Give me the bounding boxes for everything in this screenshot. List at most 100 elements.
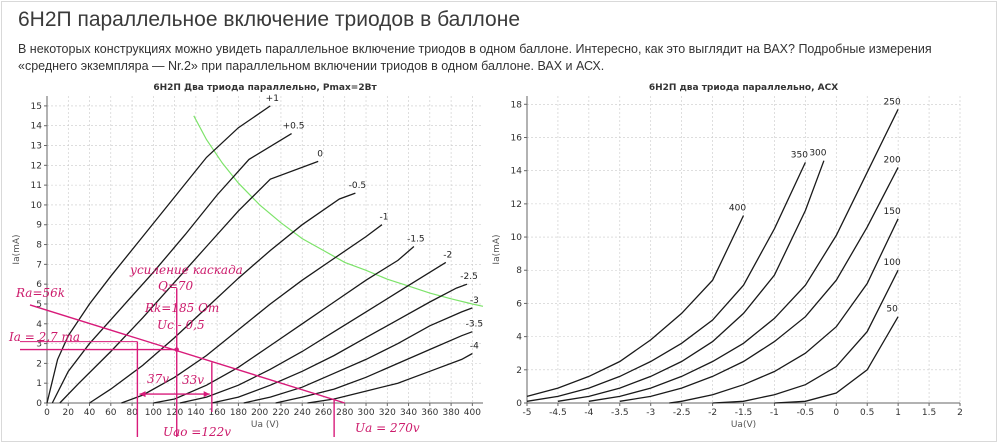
gain-value: Q=70 <box>158 279 194 293</box>
chart1-x-tick-label: 320 <box>379 408 396 418</box>
chart2-y-tick-label: 14 <box>511 167 523 177</box>
load-line <box>29 304 345 404</box>
chart2-series-300 <box>557 160 825 402</box>
cathode-resistor-label: Rk=185 Om <box>144 301 219 315</box>
chart1-title: 6Н2П Два триода параллельно, Pmax=2Вт <box>153 83 377 93</box>
chart1-x-tick-label: 360 <box>421 408 438 418</box>
chart1-series--3.5 <box>275 331 473 404</box>
chart1-series-label: -1 <box>379 213 388 223</box>
chart2-x-tick-label: 1.5 <box>922 408 936 418</box>
chart1-pmax-curve <box>193 115 484 307</box>
chart1-x-tick-label: 180 <box>230 408 247 418</box>
chart2-y-tick-label: 16 <box>511 133 523 143</box>
chart1-y-tick-label: 7 <box>36 260 42 270</box>
chart1-series-label: -0.5 <box>349 181 367 191</box>
chart1-series-label: -3 <box>470 296 479 306</box>
chart2-series-label: 350 <box>791 150 808 160</box>
chart1-series-label: -3.5 <box>466 320 484 330</box>
chart1-y-tick-label: 13 <box>31 142 42 152</box>
chart1-y-tick-label: 5 <box>36 300 42 310</box>
chart2-x-tick-label: 2 <box>957 408 963 418</box>
chart2-x-tick-label: -5 <box>523 408 532 418</box>
chart2-x-tick-label: -1.5 <box>735 408 753 418</box>
chart1-x-tick-label: 220 <box>272 408 289 418</box>
chart2-series-150 <box>669 218 899 404</box>
uao-label: Uao =122v <box>163 425 231 439</box>
chart1-x-tick-label: 240 <box>294 408 311 418</box>
chart1-x-tick-label: 380 <box>443 408 460 418</box>
chart2-series-label: 200 <box>884 155 901 165</box>
chart1-series-label: -1.5 <box>407 235 425 245</box>
chart1-y-tick-label: 15 <box>31 102 42 112</box>
chart1-x-tick-label: 260 <box>315 408 332 418</box>
chart1-y-tick-label: 10 <box>31 201 43 211</box>
chart2-series-label: 150 <box>884 207 901 217</box>
chart2-y-tick-label: 0 <box>516 399 522 409</box>
chart2-x-tick-label: 1 <box>895 408 901 418</box>
chart2-series-250 <box>588 109 899 402</box>
chart1-x-tick-label: 120 <box>166 408 183 418</box>
chart1-series-label: -4 <box>470 341 479 351</box>
chart1-y-tick-label: 12 <box>31 161 42 171</box>
chart1-y-tick-label: 8 <box>36 241 42 251</box>
chart2-x-tick-label: -3.5 <box>611 408 629 418</box>
chart1-y-tick-label: 4 <box>36 320 42 330</box>
chart2-series-label: 50 <box>886 305 898 315</box>
chart2-series-200 <box>619 167 899 402</box>
chart2-y-tick-label: 10 <box>511 233 523 243</box>
chart2-x-tick-label: -3 <box>646 408 655 418</box>
chart2-x-label: Ua(V) <box>731 420 756 430</box>
chart1-series-+1 <box>46 105 271 404</box>
chart1-series--3 <box>243 307 473 404</box>
chart1-series-label: 0 <box>317 149 323 159</box>
chart2-x-tick-label: -1 <box>770 408 779 418</box>
chart2-x-tick-label: -4 <box>584 408 593 418</box>
chart1-x-tick-label: 400 <box>464 408 481 418</box>
chart1-x-label: Ua (V) <box>251 420 279 430</box>
gain-title: усиление каскада <box>129 263 243 277</box>
chart2-x-tick-label: -2 <box>708 408 717 418</box>
chart1-x-tick-label: 80 <box>126 408 138 418</box>
chart1-y-tick-label: 11 <box>31 181 42 191</box>
chart2-series-label: 300 <box>809 149 826 159</box>
chart1-y-label: Ia(mA) <box>12 234 22 264</box>
chart2-y-tick-label: 8 <box>516 266 522 276</box>
chart2-series-label: 250 <box>884 97 901 107</box>
chart2-y-tick-label: 6 <box>516 299 522 309</box>
chart2-y-tick-label: 12 <box>511 200 522 210</box>
chart1-series-0 <box>59 160 319 404</box>
chart1-y-tick-label: 14 <box>31 122 43 132</box>
chart2-series-50 <box>774 316 899 404</box>
intro-paragraph: В некоторых конструкциях можно увидеть п… <box>18 42 932 73</box>
chart1-series-label: -2 <box>443 250 452 260</box>
page-title: 6Н2П параллельное включение триодов в ба… <box>18 8 521 31</box>
chart1-series--4 <box>307 352 473 404</box>
chart1-x-tick-label: 200 <box>251 408 268 418</box>
chart1-x-tick-label: 340 <box>400 408 417 418</box>
chart1-y-tick-label: 0 <box>36 399 42 409</box>
chart1-series--0.5 <box>89 192 356 404</box>
chart2-y-tick-label: 18 <box>511 100 523 110</box>
chart1-series--1 <box>121 224 383 404</box>
chart1-y-tick-label: 9 <box>36 221 42 231</box>
chart1-series--2.5 <box>211 283 468 404</box>
chart2-series-400 <box>526 215 745 398</box>
chart2-x-tick-label: 0.5 <box>860 408 874 418</box>
swing-arrow-left-head <box>139 391 146 398</box>
chart2-y-label: Ia(mA) <box>492 234 502 264</box>
chart1-x-tick-label: 0 <box>44 408 50 418</box>
chart2-series-350 <box>526 162 806 402</box>
chart2-y-tick-label: 2 <box>516 366 522 376</box>
chart2-x-tick-label: -2.5 <box>673 408 691 418</box>
chart2-series-100 <box>712 269 899 404</box>
chart1-x-tick-label: 280 <box>336 408 353 418</box>
chart2-y-tick-label: 4 <box>516 333 522 343</box>
chart1-series--2 <box>179 261 447 404</box>
chart1-y-tick-label: 2 <box>36 359 42 369</box>
chart1-series-label: -2.5 <box>460 272 478 282</box>
chart2-series-label: 400 <box>729 203 746 213</box>
chart1-y-tick-label: 3 <box>36 340 42 350</box>
chart1-x-tick-label: 100 <box>145 408 162 418</box>
load-line-label: Ra=56k <box>15 286 65 300</box>
